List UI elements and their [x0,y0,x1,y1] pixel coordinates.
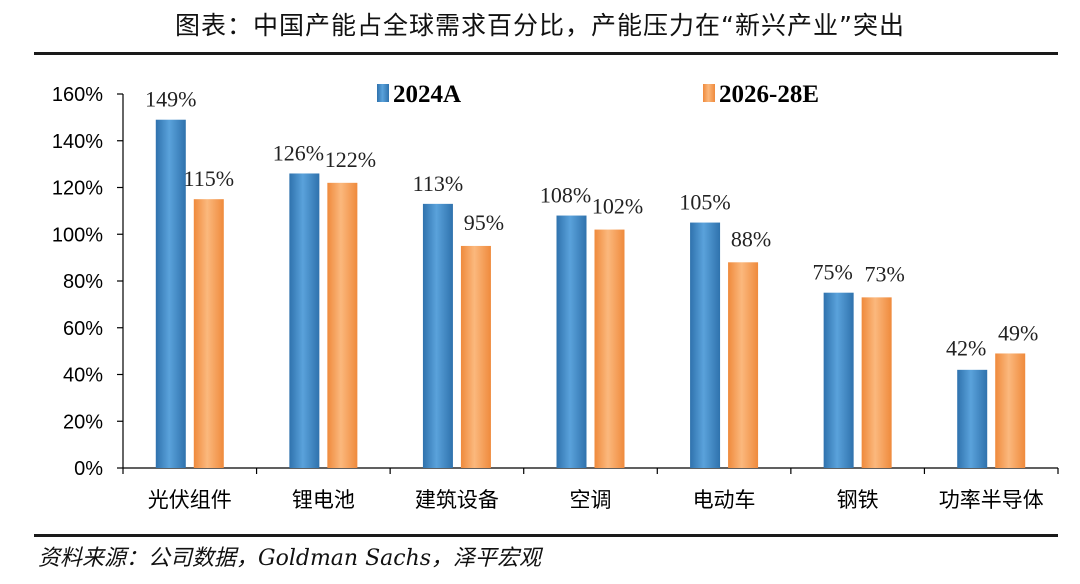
chart-title: 图表：中国产能占全球需求百分比，产能压力在“新兴产业”突出 [175,11,905,40]
data-label: 49% [998,320,1038,345]
data-label: 113% [413,171,464,196]
category-label: 功率半导体 [939,488,1044,512]
y-tick-label: 20% [63,411,103,433]
legend-swatch-2026-28e [703,84,715,102]
category-label: 电动车 [693,488,756,512]
bar-2026-28e [995,353,1026,468]
y-tick-label: 100% [52,224,103,246]
data-label: 105% [679,190,730,215]
data-label: 149% [145,87,196,112]
bar-2024a [690,222,721,468]
bar-2024a [556,215,587,468]
bar-2026-28e [193,199,224,468]
y-tick-label: 120% [52,178,103,200]
legend-swatch-2024a [377,84,389,102]
bar-2026-28e [460,245,491,468]
category-label: 钢铁 [837,488,879,512]
bar-2026-28e [861,297,892,468]
bar-2024a [155,119,186,469]
data-label: 108% [540,183,591,208]
bar-2024a [823,292,854,468]
y-tick-label: 80% [63,271,103,293]
source-note: 资料来源：公司数据，Goldman Sachs，泽平宏观 [38,546,542,571]
data-label: 88% [731,226,771,251]
data-label: 122% [325,147,376,172]
bar-2024a [289,173,320,468]
y-tick-label: 140% [52,131,103,153]
bar-2026-28e [594,229,625,468]
category-label: 锂电池 [292,488,355,512]
data-label: 102% [592,194,643,219]
y-tick-label: 40% [63,365,103,387]
category-label: 空调 [570,488,612,512]
data-label: 126% [273,140,324,165]
bar-2026-28e [327,182,358,468]
data-label: 75% [812,260,852,285]
y-tick-label: 0% [74,458,103,480]
data-label: 95% [464,210,504,235]
data-label: 73% [864,261,904,286]
y-tick-label: 160% [52,84,103,106]
top-rule [34,52,1058,55]
legend-label: 2026-28E [719,81,819,108]
data-label: 115% [184,166,235,191]
bar-2024a [422,203,453,469]
y-tick-label: 60% [63,318,103,340]
category-label: 建筑设备 [415,488,499,512]
legend-label: 2024A [393,81,461,108]
bottom-rule [34,534,1058,537]
category-label: 光伏组件 [148,488,232,512]
bar-2024a [957,369,988,468]
bar-2026-28e [728,262,759,468]
data-label: 42% [946,335,986,360]
